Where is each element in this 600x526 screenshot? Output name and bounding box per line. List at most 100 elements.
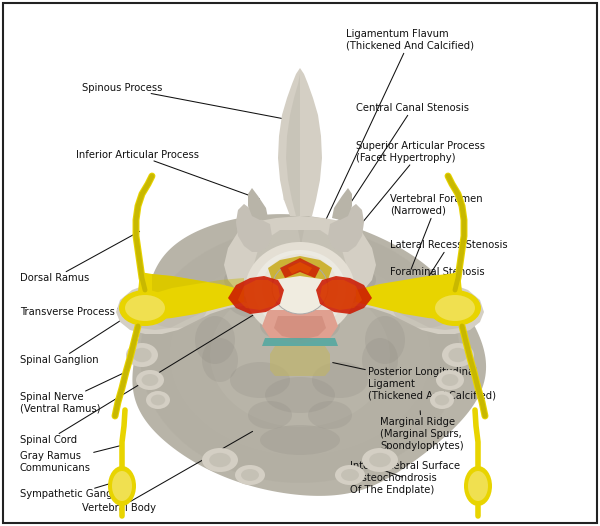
- Ellipse shape: [195, 316, 235, 364]
- Text: Posterior Longitudinal
Ligament
(Thickened And Calcified): Posterior Longitudinal Ligament (Thicken…: [333, 362, 496, 401]
- Ellipse shape: [430, 391, 454, 409]
- Ellipse shape: [227, 282, 283, 318]
- Polygon shape: [262, 310, 338, 344]
- Ellipse shape: [125, 295, 165, 321]
- Ellipse shape: [341, 469, 359, 481]
- Polygon shape: [282, 74, 300, 200]
- Polygon shape: [356, 272, 465, 322]
- Ellipse shape: [265, 377, 335, 413]
- Polygon shape: [236, 204, 272, 252]
- Text: Central Canal Stenosis: Central Canal Stenosis: [311, 103, 469, 262]
- Text: Marginal Ridge
(Marginal Spurs,
Spondylophytes): Marginal Ridge (Marginal Spurs, Spondylo…: [380, 411, 464, 451]
- Polygon shape: [316, 276, 372, 314]
- Text: Spinal Nerve
(Ventral Ramus): Spinal Nerve (Ventral Ramus): [20, 371, 127, 414]
- Ellipse shape: [365, 316, 405, 364]
- Ellipse shape: [434, 296, 470, 324]
- Ellipse shape: [300, 311, 340, 339]
- Polygon shape: [300, 288, 322, 308]
- Ellipse shape: [235, 465, 265, 485]
- Polygon shape: [320, 280, 362, 310]
- Ellipse shape: [429, 290, 481, 326]
- Text: Sympathetic Ganglion: Sympathetic Ganglion: [20, 481, 131, 499]
- Polygon shape: [274, 316, 326, 340]
- Polygon shape: [135, 272, 244, 322]
- Ellipse shape: [143, 288, 207, 328]
- Ellipse shape: [369, 453, 391, 467]
- Ellipse shape: [254, 250, 346, 330]
- Ellipse shape: [362, 338, 398, 382]
- Polygon shape: [270, 346, 330, 376]
- Ellipse shape: [265, 292, 335, 328]
- Ellipse shape: [362, 448, 398, 472]
- Polygon shape: [116, 282, 258, 334]
- Ellipse shape: [262, 254, 338, 322]
- Ellipse shape: [126, 343, 158, 367]
- Polygon shape: [278, 68, 322, 216]
- Polygon shape: [128, 286, 240, 330]
- Ellipse shape: [308, 401, 352, 429]
- Ellipse shape: [442, 374, 458, 386]
- Ellipse shape: [230, 362, 290, 398]
- Ellipse shape: [136, 370, 164, 390]
- Ellipse shape: [435, 394, 449, 406]
- Polygon shape: [342, 282, 484, 334]
- Ellipse shape: [464, 466, 492, 506]
- Ellipse shape: [130, 296, 166, 324]
- Ellipse shape: [344, 268, 376, 292]
- Ellipse shape: [241, 469, 259, 481]
- Polygon shape: [228, 276, 284, 314]
- Ellipse shape: [272, 262, 328, 314]
- Ellipse shape: [318, 284, 362, 316]
- Text: Ligamentum Flavum
(Thickened And Calcified): Ligamentum Flavum (Thickened And Calcifi…: [309, 29, 474, 256]
- Polygon shape: [300, 268, 316, 302]
- Text: Dorsal Ramus: Dorsal Ramus: [20, 231, 140, 283]
- Ellipse shape: [209, 453, 231, 467]
- Ellipse shape: [224, 268, 256, 292]
- Text: Intervertebral Surface
(Osteochondrosis
Of The Endplate): Intervertebral Surface (Osteochondrosis …: [350, 461, 460, 494]
- Polygon shape: [224, 216, 316, 308]
- Polygon shape: [248, 188, 268, 220]
- Polygon shape: [238, 280, 280, 310]
- Polygon shape: [286, 216, 376, 308]
- Ellipse shape: [151, 394, 165, 406]
- Ellipse shape: [146, 391, 170, 409]
- Ellipse shape: [248, 401, 292, 429]
- Ellipse shape: [435, 295, 475, 321]
- Text: Lateral Recess Stenosis: Lateral Recess Stenosis: [390, 240, 508, 288]
- Ellipse shape: [436, 370, 464, 390]
- Polygon shape: [280, 258, 320, 278]
- Ellipse shape: [202, 338, 238, 382]
- Polygon shape: [236, 204, 272, 252]
- Text: Spinous Process: Spinous Process: [82, 83, 287, 119]
- Ellipse shape: [260, 311, 300, 339]
- Text: Foraminal Stenosis: Foraminal Stenosis: [390, 267, 485, 305]
- Polygon shape: [254, 230, 310, 306]
- Ellipse shape: [112, 471, 132, 501]
- Ellipse shape: [202, 448, 238, 472]
- Text: Inferior Articular Process: Inferior Articular Process: [76, 150, 259, 199]
- Text: Vertebral Foramen
(Narrowed): Vertebral Foramen (Narrowed): [390, 194, 482, 269]
- Ellipse shape: [140, 227, 460, 483]
- Polygon shape: [268, 256, 332, 280]
- Polygon shape: [332, 188, 352, 220]
- Polygon shape: [152, 274, 244, 294]
- Polygon shape: [278, 288, 300, 308]
- Ellipse shape: [142, 374, 158, 386]
- Polygon shape: [286, 74, 300, 216]
- Polygon shape: [288, 262, 312, 274]
- Ellipse shape: [335, 465, 365, 485]
- Polygon shape: [284, 268, 300, 302]
- Ellipse shape: [468, 471, 488, 501]
- Ellipse shape: [393, 288, 457, 328]
- Polygon shape: [292, 230, 346, 306]
- Text: Spinal Cord: Spinal Cord: [20, 297, 284, 445]
- Polygon shape: [262, 338, 338, 346]
- Ellipse shape: [133, 348, 152, 362]
- Ellipse shape: [170, 255, 430, 455]
- Ellipse shape: [210, 283, 390, 427]
- Ellipse shape: [448, 348, 467, 362]
- Text: Vertebral Body: Vertebral Body: [82, 431, 253, 513]
- Polygon shape: [133, 214, 486, 496]
- Ellipse shape: [442, 343, 474, 367]
- Polygon shape: [360, 286, 472, 330]
